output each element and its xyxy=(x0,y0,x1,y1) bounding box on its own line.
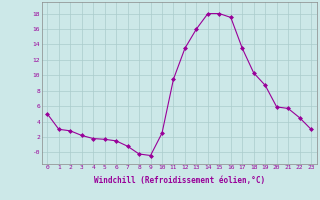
X-axis label: Windchill (Refroidissement éolien,°C): Windchill (Refroidissement éolien,°C) xyxy=(94,176,265,185)
